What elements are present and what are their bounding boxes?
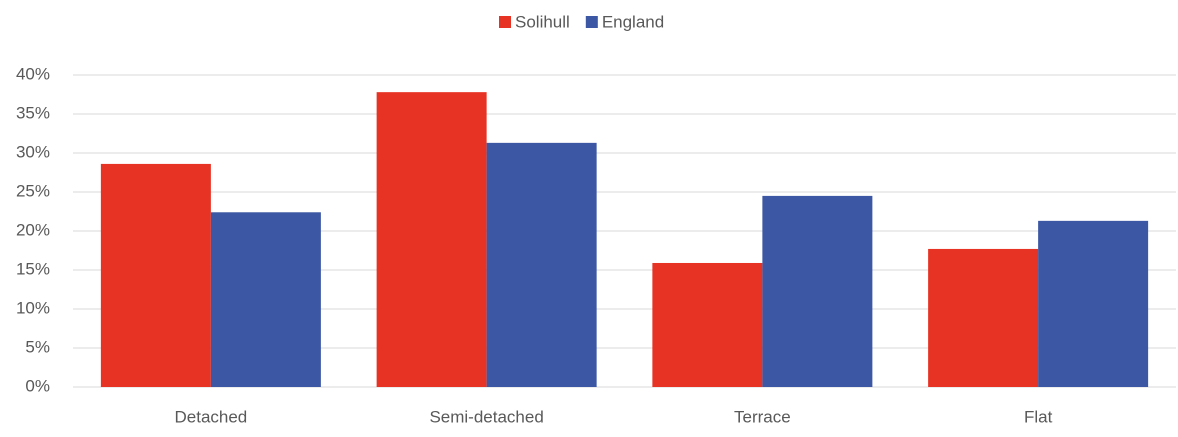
y-tick-label: 20% [16, 220, 50, 239]
y-tick-label: 40% [16, 64, 50, 83]
bar [100, 163, 211, 387]
x-tick-label: Terrace [734, 407, 791, 426]
legend-label: England [602, 12, 664, 31]
bar [1038, 220, 1149, 387]
bar [486, 142, 597, 387]
x-tick-label: Flat [1024, 407, 1053, 426]
y-tick-label: 35% [16, 103, 50, 122]
bar [210, 212, 321, 387]
y-tick-label: 10% [16, 298, 50, 317]
y-tick-label: 15% [16, 259, 50, 278]
y-tick-label: 5% [25, 337, 50, 356]
legend-label: Solihull [515, 12, 570, 31]
bar [928, 248, 1039, 387]
x-tick-label: Semi-detached [429, 407, 543, 426]
bar [762, 195, 873, 387]
y-tick-label: 30% [16, 142, 50, 161]
y-tick-label: 0% [25, 376, 50, 395]
bar [376, 92, 487, 387]
y-tick-label: 25% [16, 181, 50, 200]
legend-swatch [499, 16, 511, 28]
x-tick-label: Detached [174, 407, 247, 426]
legend-swatch [585, 16, 598, 28]
bar [652, 262, 763, 387]
